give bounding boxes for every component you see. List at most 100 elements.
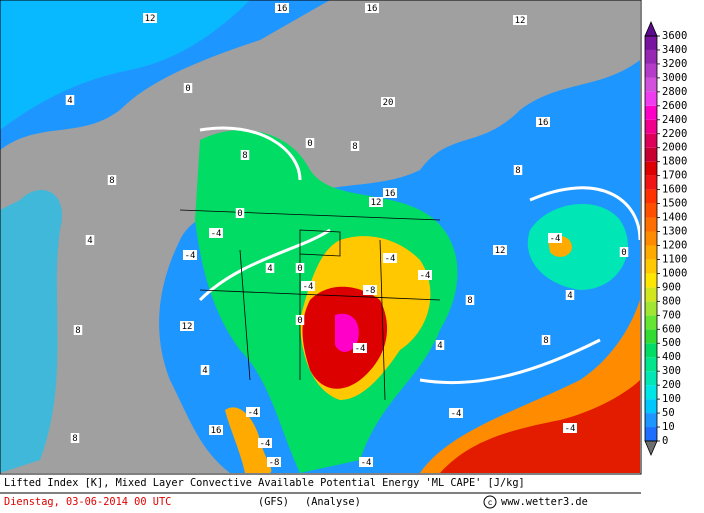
colorbar-band (645, 36, 657, 50)
label-box (548, 233, 562, 243)
colorbar-label: 1400 (662, 212, 687, 224)
contour-label: 16 (538, 118, 549, 128)
contour-label: 4 (267, 264, 272, 274)
copyright-circle (483, 495, 497, 509)
label-box (200, 365, 210, 375)
colorbar-band (645, 77, 657, 92)
contour-label: 16 (211, 426, 222, 436)
colorbar-label: 600 (662, 323, 681, 335)
label-box (563, 423, 577, 433)
colorbar-band (645, 259, 657, 274)
contour-label: 4 (67, 96, 72, 106)
label-box (143, 13, 157, 23)
colorbar-band (645, 49, 657, 64)
contour-label: 0 (237, 209, 242, 219)
colorbar-label: 300 (662, 365, 681, 377)
contour-label: -8 (365, 286, 376, 296)
colorbar-label: 10 (662, 421, 675, 433)
label-box (383, 188, 397, 198)
colorbar-label: 3400 (662, 44, 687, 56)
land-gray (0, 0, 640, 473)
label-box (295, 315, 305, 325)
colorbar-label: 3200 (662, 58, 687, 70)
contour-label: 8 (242, 151, 247, 161)
label-box (295, 263, 305, 273)
label-box (301, 281, 315, 291)
contour-label: 12 (145, 14, 156, 24)
colorbar-label: 1800 (662, 156, 687, 168)
contour-label: 16 (367, 4, 378, 14)
colorbar-band (645, 413, 657, 428)
label-box (465, 295, 475, 305)
colorbar-label: 1100 (662, 253, 687, 265)
colorbar-band (645, 315, 657, 330)
contour-label: 0 (297, 316, 302, 326)
contour-label: -4 (260, 439, 271, 449)
label-box (85, 235, 95, 245)
contour-label: -8 (269, 458, 280, 468)
contour-label: -4 (303, 282, 314, 292)
contour-label: 16 (385, 189, 396, 199)
colorbar-band (645, 63, 657, 78)
label-box (363, 285, 377, 295)
label-box (183, 250, 197, 260)
label-box (209, 228, 223, 238)
contour-label: 0 (307, 139, 312, 149)
colorbar-label: 200 (662, 379, 681, 391)
colorbar-band (645, 189, 657, 204)
label-box (180, 321, 194, 331)
colorbar-label: 1300 (662, 226, 687, 238)
contour-label: 4 (87, 236, 92, 246)
colorbar-label: 900 (662, 281, 681, 293)
colorbar-band (645, 357, 657, 372)
colorbar-label: 2200 (662, 128, 687, 140)
colorbar-band (645, 245, 657, 260)
contour-label: -4 (361, 458, 372, 468)
colorbar-label: 3000 (662, 72, 687, 84)
label-box (107, 175, 117, 185)
contour-label: 0 (621, 248, 626, 258)
colorbar-frame (644, 35, 658, 442)
colorbar-band (645, 231, 657, 246)
label-box (369, 197, 383, 207)
colorbar-label: 50 (662, 407, 675, 419)
footer-model: (GFS) (258, 496, 289, 508)
label-box (235, 208, 245, 218)
colorbar: 0 10 50 100 200 300 400 500 600 700 800 900 1000 1100… (644, 20, 687, 457)
contour-label: -4 (355, 344, 366, 354)
colorbar-band (645, 105, 657, 120)
pacific (0, 190, 62, 473)
label-box (449, 408, 463, 418)
footer: Lifted Index [K], Mixed Layer Convective… (0, 477, 641, 509)
label-box (267, 457, 281, 467)
label-box (305, 138, 315, 148)
contour-label: -4 (451, 409, 462, 419)
colorbar-top-arrow (644, 20, 658, 37)
colorbar-label: 800 (662, 295, 681, 307)
label-box (619, 247, 629, 257)
label-box (541, 335, 551, 345)
cape-atlantic (527, 203, 628, 290)
contour-label: 8 (75, 326, 80, 336)
label-box (350, 141, 360, 151)
contour-label: 4 (437, 341, 442, 351)
colorbar-label: 1200 (662, 239, 687, 251)
colorbar-band (645, 175, 657, 190)
footer-date: Dienstag, 03-06-2014 00 UTC (4, 496, 171, 508)
colorbar-band (645, 161, 657, 176)
colorbar-label: 1000 (662, 267, 687, 279)
contour-label: -4 (420, 271, 431, 281)
colorbar-band (645, 217, 657, 232)
colorbar-label: 2600 (662, 100, 687, 112)
contour-label: 8 (467, 296, 472, 306)
label-box (65, 95, 75, 105)
colorbar-label: 3600 (662, 30, 687, 42)
colorbar-bottom-arrow (644, 440, 658, 457)
colorbar-band (645, 287, 657, 302)
colorbar-band (645, 133, 657, 148)
contour-label: -4 (185, 251, 196, 261)
contour-label: 8 (109, 176, 114, 186)
contour-label: 8 (515, 166, 520, 176)
label-box (365, 3, 379, 13)
